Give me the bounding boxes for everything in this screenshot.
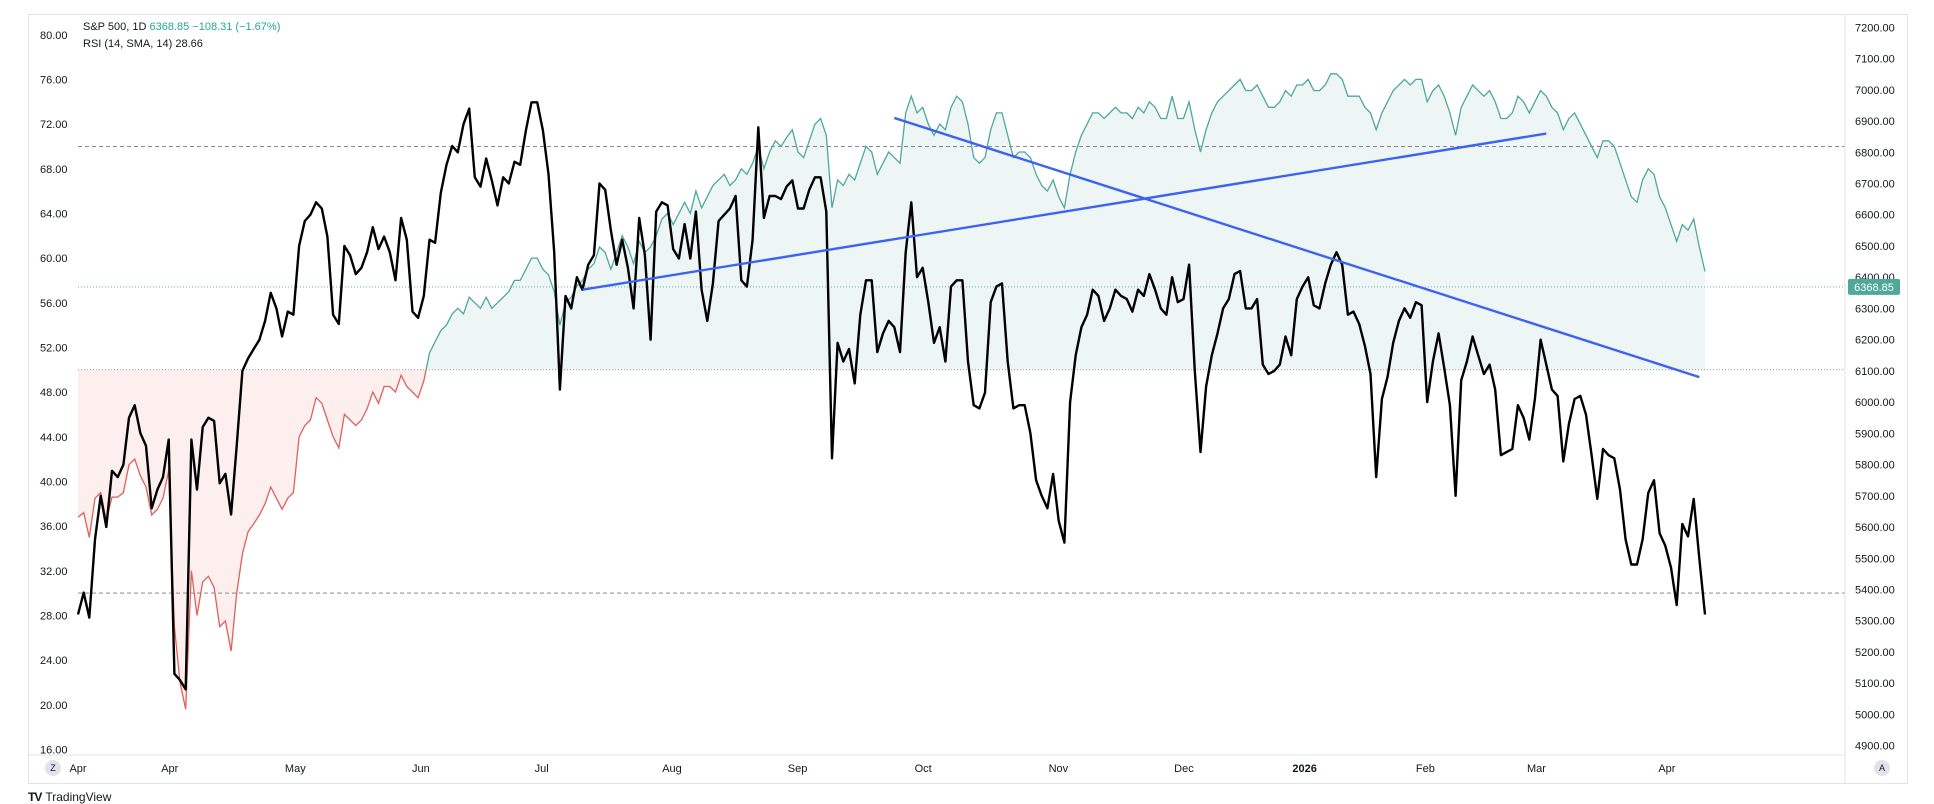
- price-tick-label: 6000.00: [1855, 397, 1895, 409]
- rsi-tick-label: 68.00: [40, 164, 68, 176]
- rsi-overbought-fill: [426, 73, 1706, 370]
- rsi-tick-label: 28.00: [40, 610, 68, 622]
- rsi-tick-label: 60.00: [40, 253, 68, 265]
- price-tick-label: 5800.00: [1855, 460, 1895, 472]
- price-tick-label: 7100.00: [1855, 54, 1895, 66]
- legend-rsi: RSI (14, SMA, 14) 28.66: [83, 38, 203, 50]
- rsi-tick-label: 56.00: [40, 298, 68, 310]
- x-tick-label: Sep: [788, 763, 808, 775]
- x-tick-label: Apr: [161, 763, 178, 775]
- x-tick-label: Apr: [1658, 763, 1675, 775]
- price-tick-label: 5700.00: [1855, 491, 1895, 503]
- x-tick-label: 2026: [1292, 763, 1316, 775]
- x-tick-label: Dec: [1174, 763, 1194, 775]
- price-tick-label: 5200.00: [1855, 647, 1895, 659]
- price-tick-label: 7000.00: [1855, 85, 1895, 97]
- price-tick-label: 6900.00: [1855, 116, 1895, 128]
- price-line-layer: [76, 101, 1707, 691]
- price-tick-label: 6200.00: [1855, 335, 1895, 347]
- price-tick-label: 6500.00: [1855, 241, 1895, 253]
- rsi-fill-layer: [78, 73, 1706, 710]
- rsi-tick-label: 72.00: [40, 119, 68, 131]
- legend-price: S&P 500, 1D 6368.85 −108.31 (−1.67%): [83, 21, 280, 33]
- price-tick-label: 5100.00: [1855, 678, 1895, 690]
- rsi-tick-label: 32.00: [40, 566, 68, 578]
- x-tick-label: Jul: [535, 763, 549, 775]
- rsi-line-lower: [77, 369, 427, 710]
- rsi-tick-label: 40.00: [40, 476, 68, 488]
- x-tick-label: May: [285, 763, 306, 775]
- price-tick-label: 6700.00: [1855, 179, 1895, 191]
- legend-price-change: −108.31 (−1.67%): [192, 21, 281, 33]
- price-tick-label: 4900.00: [1855, 741, 1895, 753]
- x-tick-label: Mar: [1527, 763, 1546, 775]
- zoom-button[interactable]: Z: [45, 760, 61, 776]
- price-tick-label: 5500.00: [1855, 553, 1895, 565]
- chart-panel[interactable]: [28, 14, 1908, 784]
- x-tick-label: Nov: [1049, 763, 1069, 775]
- tradingview-brand[interactable]: TV TradingView: [28, 790, 111, 804]
- price-tick-label: 6600.00: [1855, 210, 1895, 222]
- price-tick-label: 6300.00: [1855, 303, 1895, 315]
- x-tick-label: Aug: [662, 763, 682, 775]
- trendline-2: [893, 116, 1700, 379]
- rsi-tick-label: 24.00: [40, 655, 68, 667]
- legend-price-value: 6368.85: [149, 21, 190, 33]
- price-tick-label: 5400.00: [1855, 584, 1895, 596]
- rsi-tick-label: 52.00: [40, 342, 68, 354]
- current-price-label: 6368.85: [1854, 282, 1894, 294]
- price-tick-label: 6100.00: [1855, 366, 1895, 378]
- price-tick-label: 5600.00: [1855, 522, 1895, 534]
- x-tick-label: Oct: [915, 763, 932, 775]
- legend-rsi-value: 28.66: [175, 38, 203, 50]
- legend-symbol: S&P 500, 1D: [83, 21, 147, 33]
- trendline-layer: [582, 116, 1700, 379]
- x-tick-label: Jun: [412, 763, 430, 775]
- price-tick-label: 5000.00: [1855, 709, 1895, 721]
- rsi-tick-label: 76.00: [40, 74, 68, 86]
- x-tick-label: Feb: [1416, 763, 1435, 775]
- price-tick-label: 6800.00: [1855, 147, 1895, 159]
- rsi-tick-label: 16.00: [40, 744, 68, 756]
- x-tick-label: Apr: [69, 763, 86, 775]
- rsi-tick-label: 64.00: [40, 208, 68, 220]
- price-tick-label: 5300.00: [1855, 616, 1895, 628]
- price-tick-label: 7200.00: [1855, 22, 1895, 34]
- trendline-1: [582, 132, 1547, 291]
- reference-lines: [78, 146, 1845, 594]
- rsi-oversold-fill: [78, 369, 427, 710]
- auto-scale-button[interactable]: A: [1874, 760, 1890, 776]
- rsi-tick-label: 36.00: [40, 521, 68, 533]
- price-tick-label: 5900.00: [1855, 428, 1895, 440]
- tradingview-logo-icon: TV: [28, 790, 42, 804]
- price-line: [76, 101, 1707, 691]
- legend-rsi-label: RSI (14, SMA, 14): [83, 38, 173, 50]
- brand-name: TradingView: [45, 790, 112, 804]
- rsi-tick-label: 20.00: [40, 700, 68, 712]
- rsi-tick-label: 80.00: [40, 30, 68, 42]
- axis-layer: 80.00 76.00 72.00 68.00 64.00 60.00 56.00 52.00…: [28, 14, 1900, 784]
- rsi-tick-label: 48.00: [40, 387, 68, 399]
- current-price-badge: [1848, 278, 1900, 295]
- rsi-tick-label: 44.00: [40, 432, 68, 444]
